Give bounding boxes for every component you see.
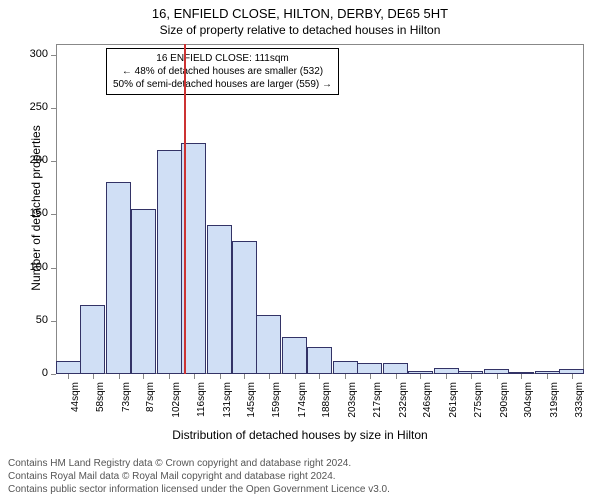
histogram-bar — [357, 363, 382, 374]
histogram-bar — [333, 361, 358, 374]
x-tick — [143, 374, 144, 379]
y-tick-label: 0 — [22, 367, 48, 379]
x-tick — [521, 374, 522, 379]
x-tick-label: 174sqm — [297, 382, 308, 422]
x-tick — [93, 374, 94, 379]
histogram-bar — [434, 368, 459, 374]
histogram-bar — [157, 150, 182, 374]
footer-line2: Contains Royal Mail data © Royal Mail co… — [8, 470, 390, 483]
y-tick — [51, 268, 56, 269]
x-tick — [68, 374, 69, 379]
x-tick — [471, 374, 472, 379]
y-tick-label: 50 — [22, 314, 48, 326]
histogram-bar — [408, 371, 433, 374]
x-tick-label: 145sqm — [246, 382, 257, 422]
x-tick — [420, 374, 421, 379]
histogram-bar — [106, 182, 131, 374]
x-tick-label: 203sqm — [347, 382, 358, 422]
y-tick — [51, 214, 56, 215]
x-tick — [220, 374, 221, 379]
x-tick-label: 319sqm — [549, 382, 560, 422]
x-axis-label: Distribution of detached houses by size … — [0, 428, 600, 442]
histogram-bar — [232, 241, 257, 374]
x-tick-label: 159sqm — [271, 382, 282, 422]
x-tick — [269, 374, 270, 379]
histogram-bar — [282, 337, 307, 374]
footer-line3: Contains public sector information licen… — [8, 483, 390, 496]
histogram-bar — [80, 305, 105, 374]
x-tick-label: 290sqm — [499, 382, 510, 422]
histogram-bar — [131, 209, 156, 374]
histogram-bar — [56, 361, 81, 374]
x-tick — [497, 374, 498, 379]
x-tick — [547, 374, 548, 379]
x-tick-label: 275sqm — [473, 382, 484, 422]
histogram-bar — [559, 369, 584, 374]
histogram-bar — [207, 225, 232, 374]
x-tick — [295, 374, 296, 379]
y-tick — [51, 55, 56, 56]
footer-attribution: Contains HM Land Registry data © Crown c… — [8, 457, 390, 496]
y-tick — [51, 161, 56, 162]
x-tick — [396, 374, 397, 379]
x-tick — [119, 374, 120, 379]
x-tick-label: 58sqm — [95, 382, 106, 422]
y-tick — [51, 108, 56, 109]
x-tick — [446, 374, 447, 379]
histogram-bar — [256, 315, 281, 374]
annotation-line1: 16 ENFIELD CLOSE: 111sqm — [113, 52, 332, 65]
y-tick-label: 200 — [22, 154, 48, 166]
x-tick-label: 116sqm — [196, 382, 207, 422]
x-tick-label: 261sqm — [448, 382, 459, 422]
x-tick-label: 217sqm — [372, 382, 383, 422]
histogram-bar — [383, 363, 408, 374]
x-tick — [319, 374, 320, 379]
y-tick — [51, 321, 56, 322]
histogram-bar — [509, 372, 534, 374]
x-tick-label: 102sqm — [171, 382, 182, 422]
histogram-bar — [458, 371, 483, 374]
annotation-line3: 50% of semi-detached houses are larger (… — [113, 78, 332, 91]
x-tick-label: 333sqm — [574, 382, 585, 422]
histogram-bar — [484, 369, 509, 374]
x-tick — [572, 374, 573, 379]
y-tick — [51, 374, 56, 375]
chart-container: 16, ENFIELD CLOSE, HILTON, DERBY, DE65 5… — [0, 0, 600, 500]
histogram-bar — [535, 371, 560, 374]
annotation-box: 16 ENFIELD CLOSE: 111sqm ← 48% of detach… — [106, 48, 339, 95]
x-tick — [345, 374, 346, 379]
x-tick-label: 87sqm — [145, 382, 156, 422]
x-tick-label: 188sqm — [321, 382, 332, 422]
x-tick-label: 304sqm — [523, 382, 534, 422]
y-tick-label: 250 — [22, 101, 48, 113]
chart-title-sub: Size of property relative to detached ho… — [0, 21, 600, 37]
x-tick-label: 232sqm — [398, 382, 409, 422]
x-tick — [194, 374, 195, 379]
footer-line1: Contains HM Land Registry data © Crown c… — [8, 457, 390, 470]
chart-title-main: 16, ENFIELD CLOSE, HILTON, DERBY, DE65 5… — [0, 0, 600, 21]
y-tick-label: 300 — [22, 48, 48, 60]
x-tick — [244, 374, 245, 379]
annotation-line2: ← 48% of detached houses are smaller (53… — [113, 65, 332, 78]
y-tick-label: 100 — [22, 261, 48, 273]
x-tick-label: 246sqm — [422, 382, 433, 422]
x-tick-label: 131sqm — [222, 382, 233, 422]
x-tick-label: 73sqm — [121, 382, 132, 422]
x-tick — [370, 374, 371, 379]
x-tick — [169, 374, 170, 379]
y-tick-label: 150 — [22, 207, 48, 219]
histogram-bar — [307, 347, 332, 374]
x-tick-label: 44sqm — [70, 382, 81, 422]
reference-vline — [184, 44, 186, 374]
